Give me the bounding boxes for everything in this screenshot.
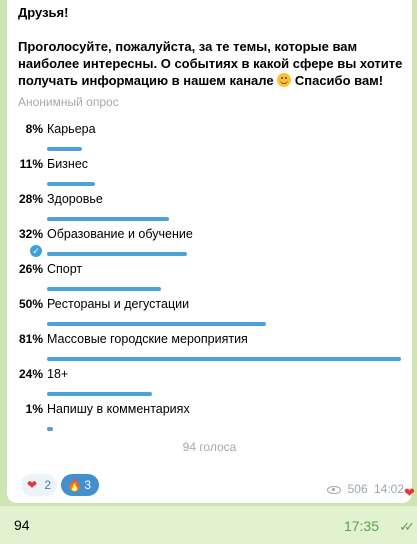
option-bar — [47, 147, 82, 151]
option-percent: 81% — [18, 332, 43, 346]
reaction-count: 3 — [84, 478, 92, 492]
outgoing-text: 94 — [14, 517, 30, 533]
poll-option[interactable]: 32% Образование и обучение ✓ — [7, 227, 412, 262]
poll-option[interactable]: 28% Здоровье — [7, 192, 412, 227]
outgoing-message: 94 17:35 ✓✓ — [0, 506, 417, 544]
poll-option[interactable]: 26% Спорт — [7, 262, 412, 297]
views-count: 506 — [347, 482, 368, 496]
poll-option[interactable]: 81% Массовые городские мероприятия — [7, 332, 412, 367]
reaction-count: 2 — [44, 478, 52, 492]
option-bar — [47, 287, 161, 291]
poll-option[interactable]: 24% 18+ — [7, 367, 412, 402]
checkmark-icon: ✓ — [30, 245, 42, 257]
greeting-text: Друзья! — [18, 5, 69, 20]
option-percent: 50% — [18, 297, 43, 311]
option-label: Образование и обучение — [47, 227, 193, 241]
reaction-fire[interactable]: 🔥 3 — [61, 474, 99, 496]
option-label: Массовые городские мероприятия — [47, 332, 248, 346]
fire-icon: 🔥 — [67, 478, 82, 492]
poll-type-label: Анонимный опрос — [18, 95, 119, 109]
eye-icon — [327, 486, 342, 494]
option-bar — [47, 182, 95, 186]
option-label: Напишу в комментариях — [47, 402, 190, 416]
option-bar — [47, 392, 152, 396]
question-text: Проголосуйте, пожалуйста, за те темы, ко… — [18, 38, 408, 89]
message-text: Друзья! Проголосуйте, пожалуйста, за те … — [18, 4, 408, 89]
outgoing-time: 17:35 — [343, 518, 379, 534]
option-percent: 28% — [18, 192, 43, 206]
option-bar — [47, 322, 266, 326]
option-bar — [47, 357, 401, 361]
poll-option[interactable]: 50% Рестораны и дегустации — [7, 297, 412, 332]
option-label: Бизнес — [47, 157, 89, 171]
option-percent: 26% — [18, 262, 43, 276]
option-label: Спорт — [47, 262, 83, 276]
option-bar — [47, 427, 53, 431]
question-body: Проголосуйте, пожалуйста, за те темы, ко… — [18, 39, 403, 88]
option-percent: 32% — [18, 227, 43, 241]
heart-icon[interactable]: ❤ — [404, 485, 415, 500]
message-time: 14:02 — [373, 482, 404, 496]
option-label: Рестораны и дегустации — [47, 297, 190, 311]
votes-count[interactable]: 94 голоса — [182, 440, 237, 454]
heart-icon: ❤ — [27, 478, 38, 492]
poll-message: Друзья! Проголосуйте, пожалуйста, за те … — [7, 0, 412, 503]
poll-option[interactable]: 1% Напишу в комментариях — [7, 402, 412, 437]
option-percent: 8% — [25, 122, 43, 136]
option-label: Здоровье — [47, 192, 103, 206]
question-tail: Спасибо вам! — [294, 73, 384, 88]
option-label: Карьера — [47, 122, 96, 136]
poll-option[interactable]: 8% Карьера — [7, 122, 412, 157]
option-label: 18+ — [47, 367, 69, 381]
option-percent: 11% — [19, 157, 43, 171]
option-bar — [47, 252, 187, 256]
option-bar — [47, 217, 169, 221]
option-percent: 1% — [25, 402, 43, 416]
poll-option[interactable]: 11% Бизнес — [7, 157, 412, 192]
option-percent: 24% — [18, 367, 43, 381]
reaction-heart[interactable]: ❤ 2 — [21, 474, 57, 496]
smiling-face-icon — [277, 73, 292, 87]
double-check-icon: ✓✓ — [399, 519, 415, 534]
message-meta: 506 14:02 — [324, 482, 404, 496]
